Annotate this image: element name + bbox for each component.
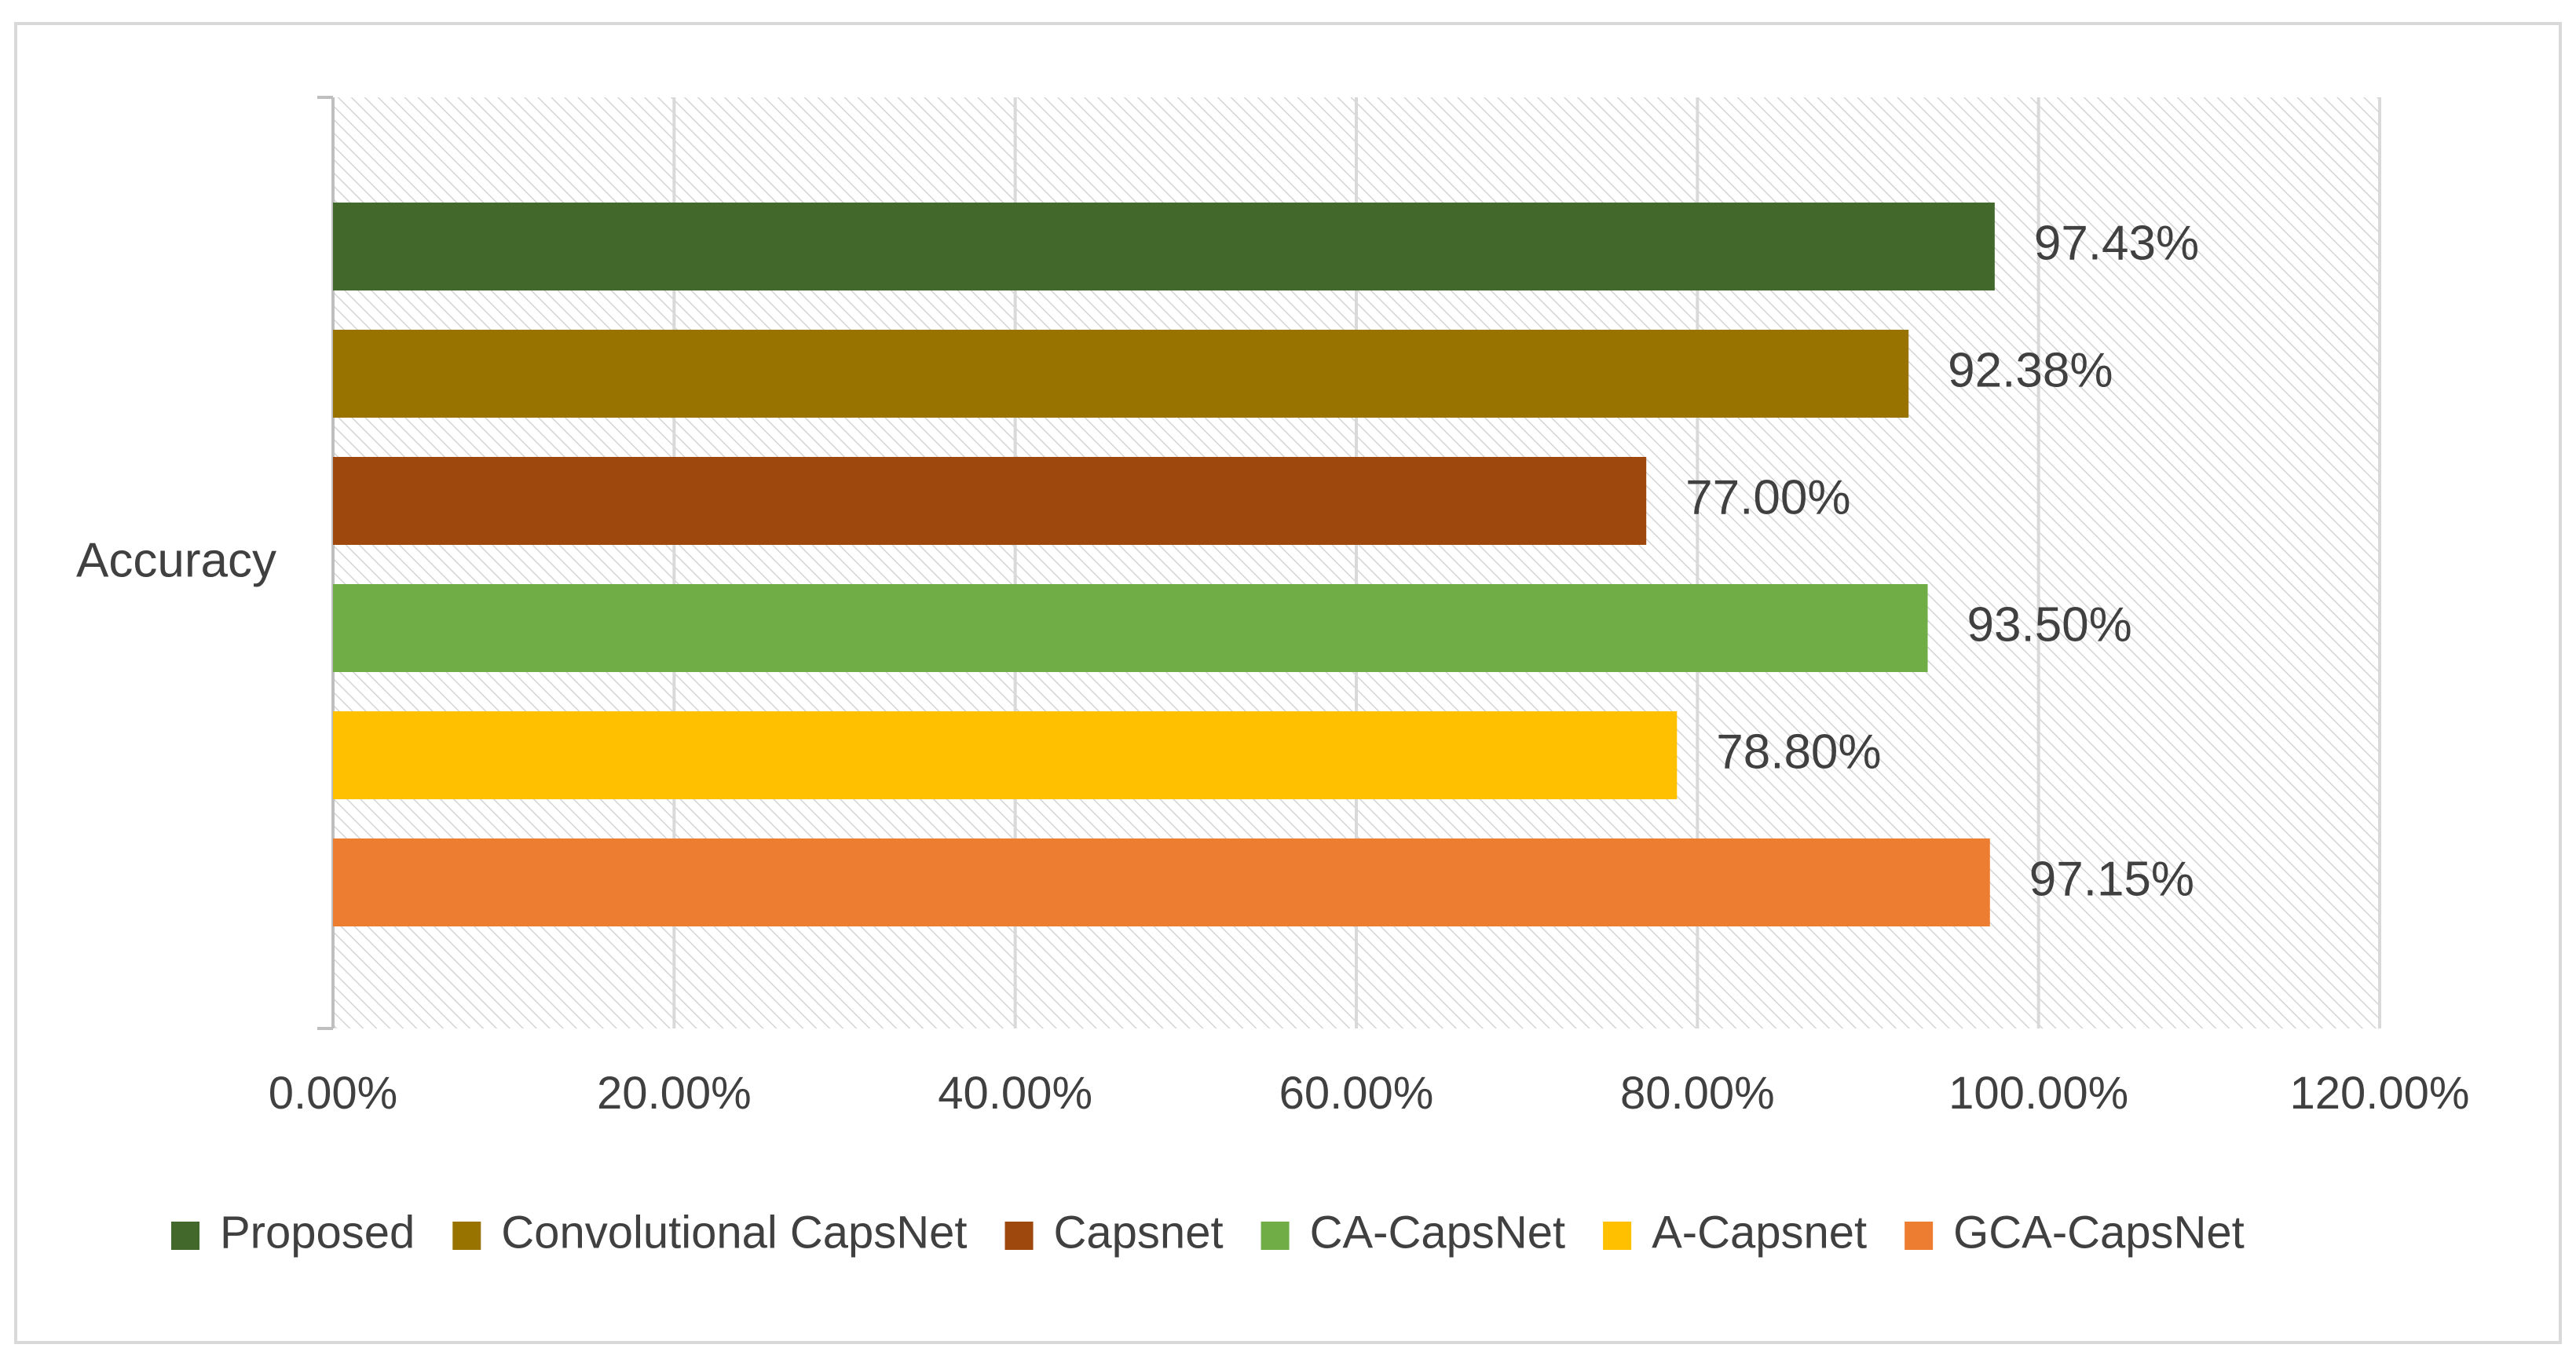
legend-label: CA-CapsNet <box>1310 1207 1566 1258</box>
bar-a-capsnet <box>333 711 1678 799</box>
legend-swatch <box>171 1222 199 1250</box>
data-label: 92.38% <box>1948 343 2113 397</box>
legend-swatch <box>1261 1222 1290 1250</box>
legend-swatch <box>1603 1222 1632 1250</box>
legend-label: GCA-CapsNet <box>1953 1207 2245 1258</box>
bars <box>333 203 1995 926</box>
legend-swatch <box>1905 1222 1934 1250</box>
x-tick-label: 120.00% <box>2290 1068 2470 1119</box>
x-tick-label: 80.00% <box>1620 1068 1775 1119</box>
bar-proposed <box>333 203 1995 290</box>
category-label: Accuracy <box>76 533 276 587</box>
x-tick-label: 100.00% <box>1948 1068 2128 1119</box>
data-label: 93.50% <box>1967 597 2132 652</box>
bar-gca-capsnet <box>333 838 1990 926</box>
x-tick-label: 60.00% <box>1279 1068 1434 1119</box>
legend-swatch <box>452 1222 481 1250</box>
data-label: 97.15% <box>2029 852 2194 906</box>
data-label: 97.43% <box>2034 216 2199 270</box>
bar-ca-capsnet <box>333 584 1928 672</box>
data-labels: 97.43% 92.38% 77.00% 93.50% 78.80% 97.15% <box>1685 216 2199 906</box>
legend-label: A-Capsnet <box>1652 1207 1867 1258</box>
legend-label: Proposed <box>220 1207 415 1258</box>
legend-label: Convolutional CapsNet <box>501 1207 967 1258</box>
x-tick-label: 20.00% <box>597 1068 752 1119</box>
bar-convolutional-capsnet <box>333 330 1909 418</box>
legend-label: Capsnet <box>1054 1207 1224 1258</box>
data-label: 77.00% <box>1685 470 1850 524</box>
x-axis-tick-labels: 0.00% 20.00% 40.00% 60.00% 80.00% 100.00% 120.… <box>269 1068 2470 1119</box>
legend-swatch <box>1004 1222 1034 1250</box>
x-tick-label: 0.00% <box>269 1068 397 1119</box>
x-tick-label: 40.00% <box>938 1068 1092 1119</box>
data-label: 78.80% <box>1716 725 1881 779</box>
bar-capsnet <box>333 457 1647 545</box>
legend: Proposed Convolutional CapsNet Capsnet CA-C… <box>171 1207 2245 1258</box>
